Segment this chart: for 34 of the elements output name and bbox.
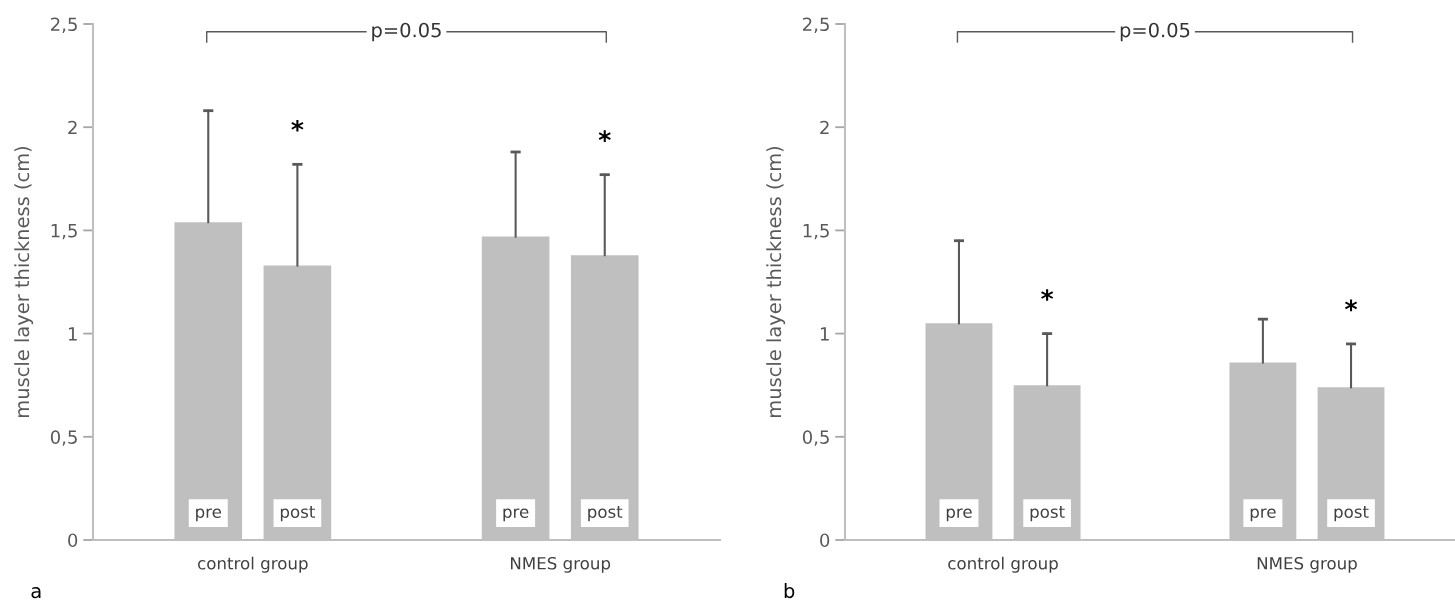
text: post [280,506,315,522]
y-tick-label: 1 [68,327,77,341]
text: a [31,586,41,599]
y-tick-label: 1 [820,327,829,341]
annotation: * [598,130,611,142]
annotation: * [1041,289,1054,301]
y-tick-label: 2,5 [51,17,77,33]
y-tick-label: 0,5 [50,430,77,446]
series-label: pre [196,508,222,522]
y-tick-label: 2 [820,120,829,135]
y-axis-title: muscle layer thickness (cm) [14,146,34,417]
annotation: p=0.05 [1120,22,1190,42]
text: pre [503,508,529,522]
x-tick-label: NMES group [1257,556,1357,573]
y-tick-label: 0 [820,533,830,548]
annotation: * [291,119,304,132]
series-label: post [588,506,623,522]
y-tick-label: 1,5 [803,224,829,240]
y-tick-label: 1,5 [51,224,77,240]
x-tick-label: NMES group [510,556,611,573]
text: b [784,583,795,599]
y-axis-title: muscle layer thickness (cm) [766,146,786,417]
annotation: p=0.05 [372,22,441,42]
x-tick-label: control group [198,556,308,573]
y-tick-label: 2,5 [803,17,829,33]
series-label: pre [946,508,972,522]
y-tick-label: 0,5 [802,430,829,446]
y-tick-label: 0 [68,533,78,548]
text: pre [1250,508,1276,522]
y-tick-label: 2 [68,120,77,135]
annotation: * [1344,299,1358,312]
x-tick-label: control group [948,556,1058,573]
series-label: post [1030,506,1065,522]
text: post [1334,506,1369,522]
